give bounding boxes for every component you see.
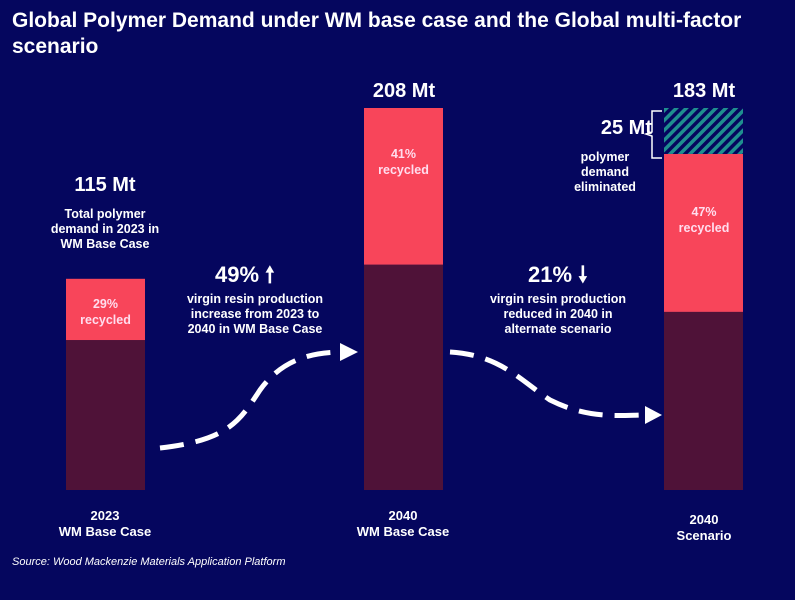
decrease-annotation-value: 21% 🠗: [528, 258, 588, 296]
chart-title: Global Polymer Demand under WM base case…: [12, 9, 742, 58]
category-case: Scenario: [676, 528, 732, 543]
bar-virgin-segment: [364, 264, 443, 490]
bar-eliminated-segment: [664, 108, 743, 154]
text-line: virgin resin production: [489, 292, 627, 306]
increase-value: 49%: [215, 262, 260, 287]
total-label-2040-base: 208 Mt: [372, 80, 436, 102]
category-case: WM Base Case: [356, 524, 450, 539]
increase-dashed-arrow: [159, 349, 346, 451]
bar-recycled-segment: [364, 108, 443, 265]
category-label-2040-base: 2040 WM Base Case: [333, 508, 473, 540]
down-arrow-icon: 🠗: [578, 262, 588, 287]
decrease-annotation-text: virgin resin production reduced in 2040 …: [458, 292, 658, 337]
desc-line: eliminated: [574, 180, 636, 194]
increase-arrowhead: [340, 343, 358, 361]
category-year: 2040: [689, 512, 719, 527]
recycled-pct: 47%: [691, 205, 717, 219]
text-line: reduced in 2040 in: [503, 307, 613, 321]
eliminated-label: 25 Mt: [600, 117, 652, 139]
source-note: Source: Wood Mackenzie Materials Applica…: [12, 556, 286, 568]
category-case: WM Base Case: [58, 524, 152, 539]
desc-line: WM Base Case: [60, 237, 150, 251]
bar-recycled-segment: [664, 153, 743, 312]
bar-virgin-segment: [66, 340, 145, 490]
category-label-2023: 2023 WM Base Case: [35, 508, 175, 540]
text-line: increase from 2023 to: [190, 307, 320, 321]
text-line: alternate scenario: [504, 322, 612, 336]
recycled-text: recycled: [378, 163, 429, 177]
category-label-2040-scenario: 2040 Scenario: [634, 512, 774, 544]
bar-virgin-segment: [664, 311, 743, 490]
first-bar-description: Total polymer demand in 2023 in WM Base …: [25, 207, 185, 252]
recycled-label-2040-scenario: 47% recycled: [664, 204, 744, 236]
up-arrow-icon: 🠕: [265, 262, 275, 287]
desc-line: polymer: [580, 150, 630, 164]
category-year: 2023: [90, 508, 120, 523]
recycled-label-2040-base: 41% recycled: [364, 146, 443, 178]
increase-annotation-value: 49% 🠕: [215, 258, 275, 296]
recycled-text: recycled: [80, 313, 131, 327]
decrease-arrowhead: [645, 406, 662, 424]
recycled-pct: 29%: [92, 297, 119, 311]
category-year: 2040: [388, 508, 418, 523]
desc-line: Total polymer: [64, 207, 146, 221]
decrease-value: 21%: [528, 262, 573, 287]
recycled-text: recycled: [678, 221, 730, 235]
desc-line: demand: [581, 165, 629, 179]
eliminated-bracket: [643, 110, 662, 159]
recycled-label-2023: 29% recycled: [66, 296, 145, 328]
eliminated-description: polymer demand eliminated: [560, 150, 650, 195]
text-line: 2040 in WM Base Case: [187, 322, 323, 336]
total-label-2040-scenario: 183 Mt: [672, 80, 736, 102]
increase-annotation-text: virgin resin production increase from 20…: [155, 292, 355, 337]
bar-recycled-segment: [66, 278, 145, 341]
recycled-pct: 41%: [390, 147, 417, 161]
text-line: virgin resin production: [186, 292, 324, 306]
decrease-dashed-arrow: [449, 349, 649, 419]
desc-line: demand in 2023 in: [50, 222, 160, 236]
total-label-2023: 115 Mt: [74, 174, 136, 196]
